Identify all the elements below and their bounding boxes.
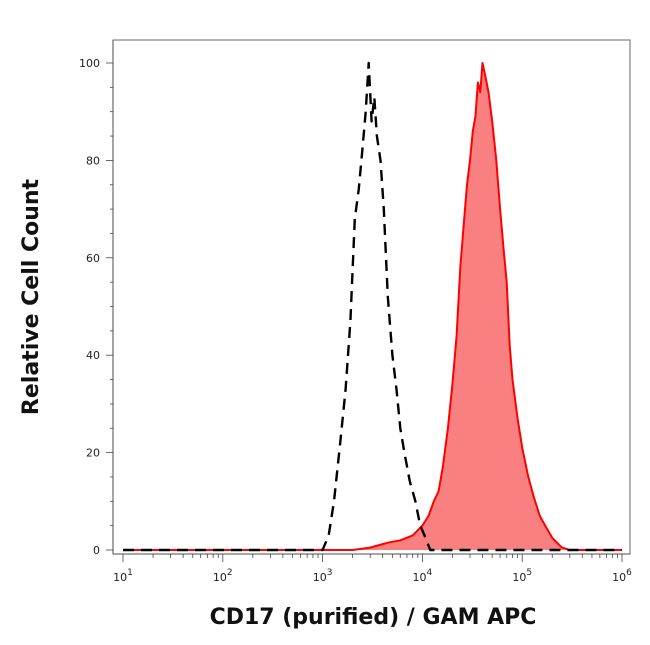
- y-axis-title: Relative Cell Count: [19, 178, 44, 415]
- x-tick-label: 104: [413, 568, 433, 584]
- plot-area: [112, 39, 631, 555]
- x-tick-label: 105: [512, 568, 532, 584]
- y-tick-label: 100: [79, 57, 100, 70]
- series-dashed-line: [123, 61, 622, 552]
- series-filled-area: [123, 63, 622, 550]
- series-layer: [123, 61, 622, 552]
- y-axis: 0 20 40 60 80 100: [79, 40, 114, 557]
- x-axis: 101 102 103 104 105 106: [113, 553, 632, 584]
- x-axis-title: CD17 (purified) / GAM APC: [210, 605, 537, 630]
- series-filled-outline: [123, 62, 622, 551]
- y-tick-label: 60: [86, 252, 100, 265]
- y-tick-label: 80: [86, 154, 100, 167]
- y-tick-label: 20: [86, 447, 100, 460]
- y-tick-label: 0: [93, 544, 100, 557]
- x-tick-label: 102: [213, 568, 233, 584]
- y-tick-label: 40: [86, 349, 100, 362]
- x-tick-label: 106: [612, 568, 632, 584]
- x-tick-label: 101: [113, 568, 133, 584]
- x-tick-label: 103: [313, 568, 333, 584]
